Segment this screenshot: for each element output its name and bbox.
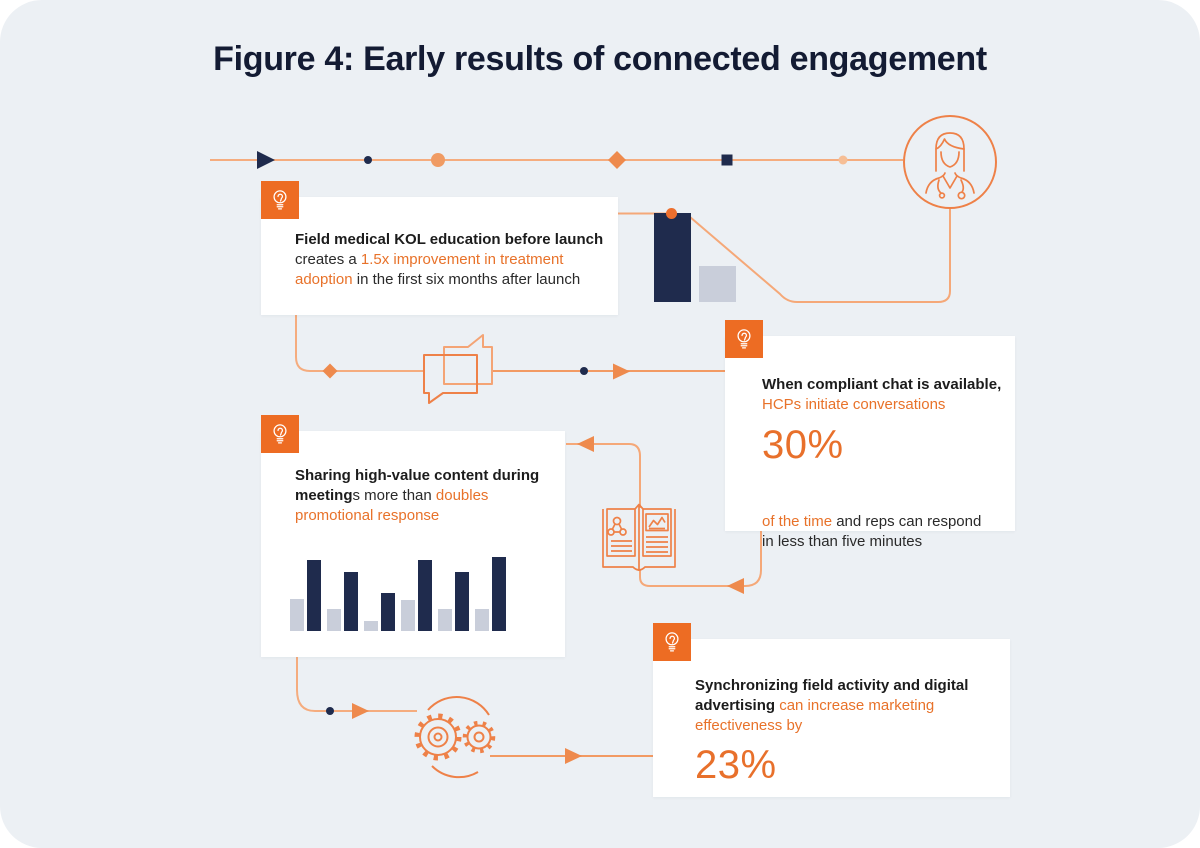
bar (344, 572, 358, 631)
doctor-icon (903, 115, 997, 209)
triangle-marker-icon (257, 151, 275, 169)
dot-marker-icon (431, 153, 445, 167)
square-marker-icon (721, 154, 733, 166)
bar-group (290, 560, 321, 631)
card-text: of the time and reps can respond in less … (762, 513, 982, 550)
chat-bubbles-icon (423, 334, 493, 404)
bar (455, 572, 469, 631)
connector-chat-to-content (566, 436, 762, 594)
bar-group (364, 593, 395, 631)
stat-value: 30% (762, 423, 844, 467)
bar-group (401, 560, 432, 631)
arrowhead-icon (577, 436, 594, 452)
card-text: Sharing high-value content during meeting… (295, 467, 540, 524)
bar-group (327, 572, 358, 631)
connector-content-to-sync (296, 657, 653, 764)
arrowhead-icon (352, 703, 369, 719)
dot-marker-icon (580, 367, 588, 375)
lightbulb-badge (653, 623, 691, 661)
card-high-value-content: Sharing high-value content during meeting… (261, 415, 565, 657)
figure-title: Figure 4: Early results of connected eng… (213, 40, 987, 78)
timeline (210, 151, 903, 169)
dot-marker-icon (364, 156, 372, 164)
bar (401, 600, 415, 631)
card-text: Field medical KOL education before launc… (295, 231, 604, 288)
adoption-mini-chart (654, 213, 736, 302)
bar-group (654, 213, 736, 302)
bar-group (475, 557, 506, 631)
bar-group (438, 572, 469, 631)
bar (290, 599, 304, 631)
card-text: Synchronizing field activity and digital… (695, 677, 969, 734)
card-kol-education: Field medical KOL education before launc… (261, 181, 618, 315)
card-text: When compliant chat is available, HCPs in… (762, 376, 1002, 413)
bar (699, 266, 736, 302)
connector-kol-to-chat (295, 315, 725, 380)
bar (492, 557, 506, 631)
lightbulb-icon (273, 424, 287, 444)
lightbulb-icon (737, 329, 751, 349)
promotional-response-chart (290, 551, 512, 631)
card-compliant-chat: When compliant chat is available, HCPs in… (725, 320, 1015, 550)
bar (327, 609, 341, 631)
bar (654, 213, 691, 302)
card-sync-field-digital: Synchronizing field activity and digital… (653, 623, 1010, 797)
arrowhead-icon (727, 578, 744, 594)
bar (307, 560, 321, 631)
lightbulb-badge (261, 415, 299, 453)
bar (418, 560, 432, 631)
stat-value: 23% (695, 743, 777, 787)
dot-marker-icon (838, 155, 848, 165)
dot-marker-icon (326, 707, 334, 715)
arrowhead-icon (613, 363, 630, 380)
lightbulb-icon (665, 632, 679, 652)
bar (475, 609, 489, 631)
diamond-marker-icon (322, 363, 338, 379)
lightbulb-icon (273, 190, 287, 210)
lightbulb-badge (261, 181, 299, 219)
lightbulb-badge (725, 320, 763, 358)
open-book-icon (602, 503, 676, 571)
bar (381, 593, 395, 631)
gears-icon (414, 696, 496, 779)
bar (438, 609, 452, 631)
bar (364, 621, 378, 631)
dot-marker-icon (666, 208, 677, 219)
arrowhead-icon (565, 748, 582, 764)
diamond-marker-icon (608, 151, 626, 169)
